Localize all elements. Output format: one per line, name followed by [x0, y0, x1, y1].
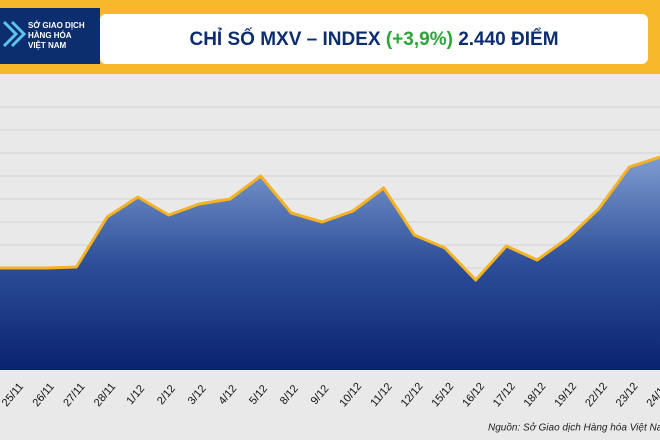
logo-text: VIỆT NAM — [28, 41, 67, 50]
logo-icon — [2, 20, 27, 48]
title-box — [100, 14, 648, 64]
logo-text: SỞ GIAO DỊCH — [28, 21, 85, 30]
logo-box — [0, 8, 100, 64]
title-change: (+3,9%) — [386, 29, 453, 50]
chart-title: CHỈ SỐ MXV – INDEX (+3,9%) 2.440 ĐIỂM — [189, 28, 558, 50]
source-note: Nguồn: Sở Giao dịch Hàng hóa Việt Nam — [488, 422, 660, 434]
logo-text: HÀNG HÓA — [28, 31, 72, 40]
area — [0, 157, 660, 370]
title-text: CHỈ SỐ MXV – INDEX — [189, 28, 380, 50]
line — [0, 155, 660, 282]
title-value: 2.440 ĐIỂM — [458, 28, 558, 50]
